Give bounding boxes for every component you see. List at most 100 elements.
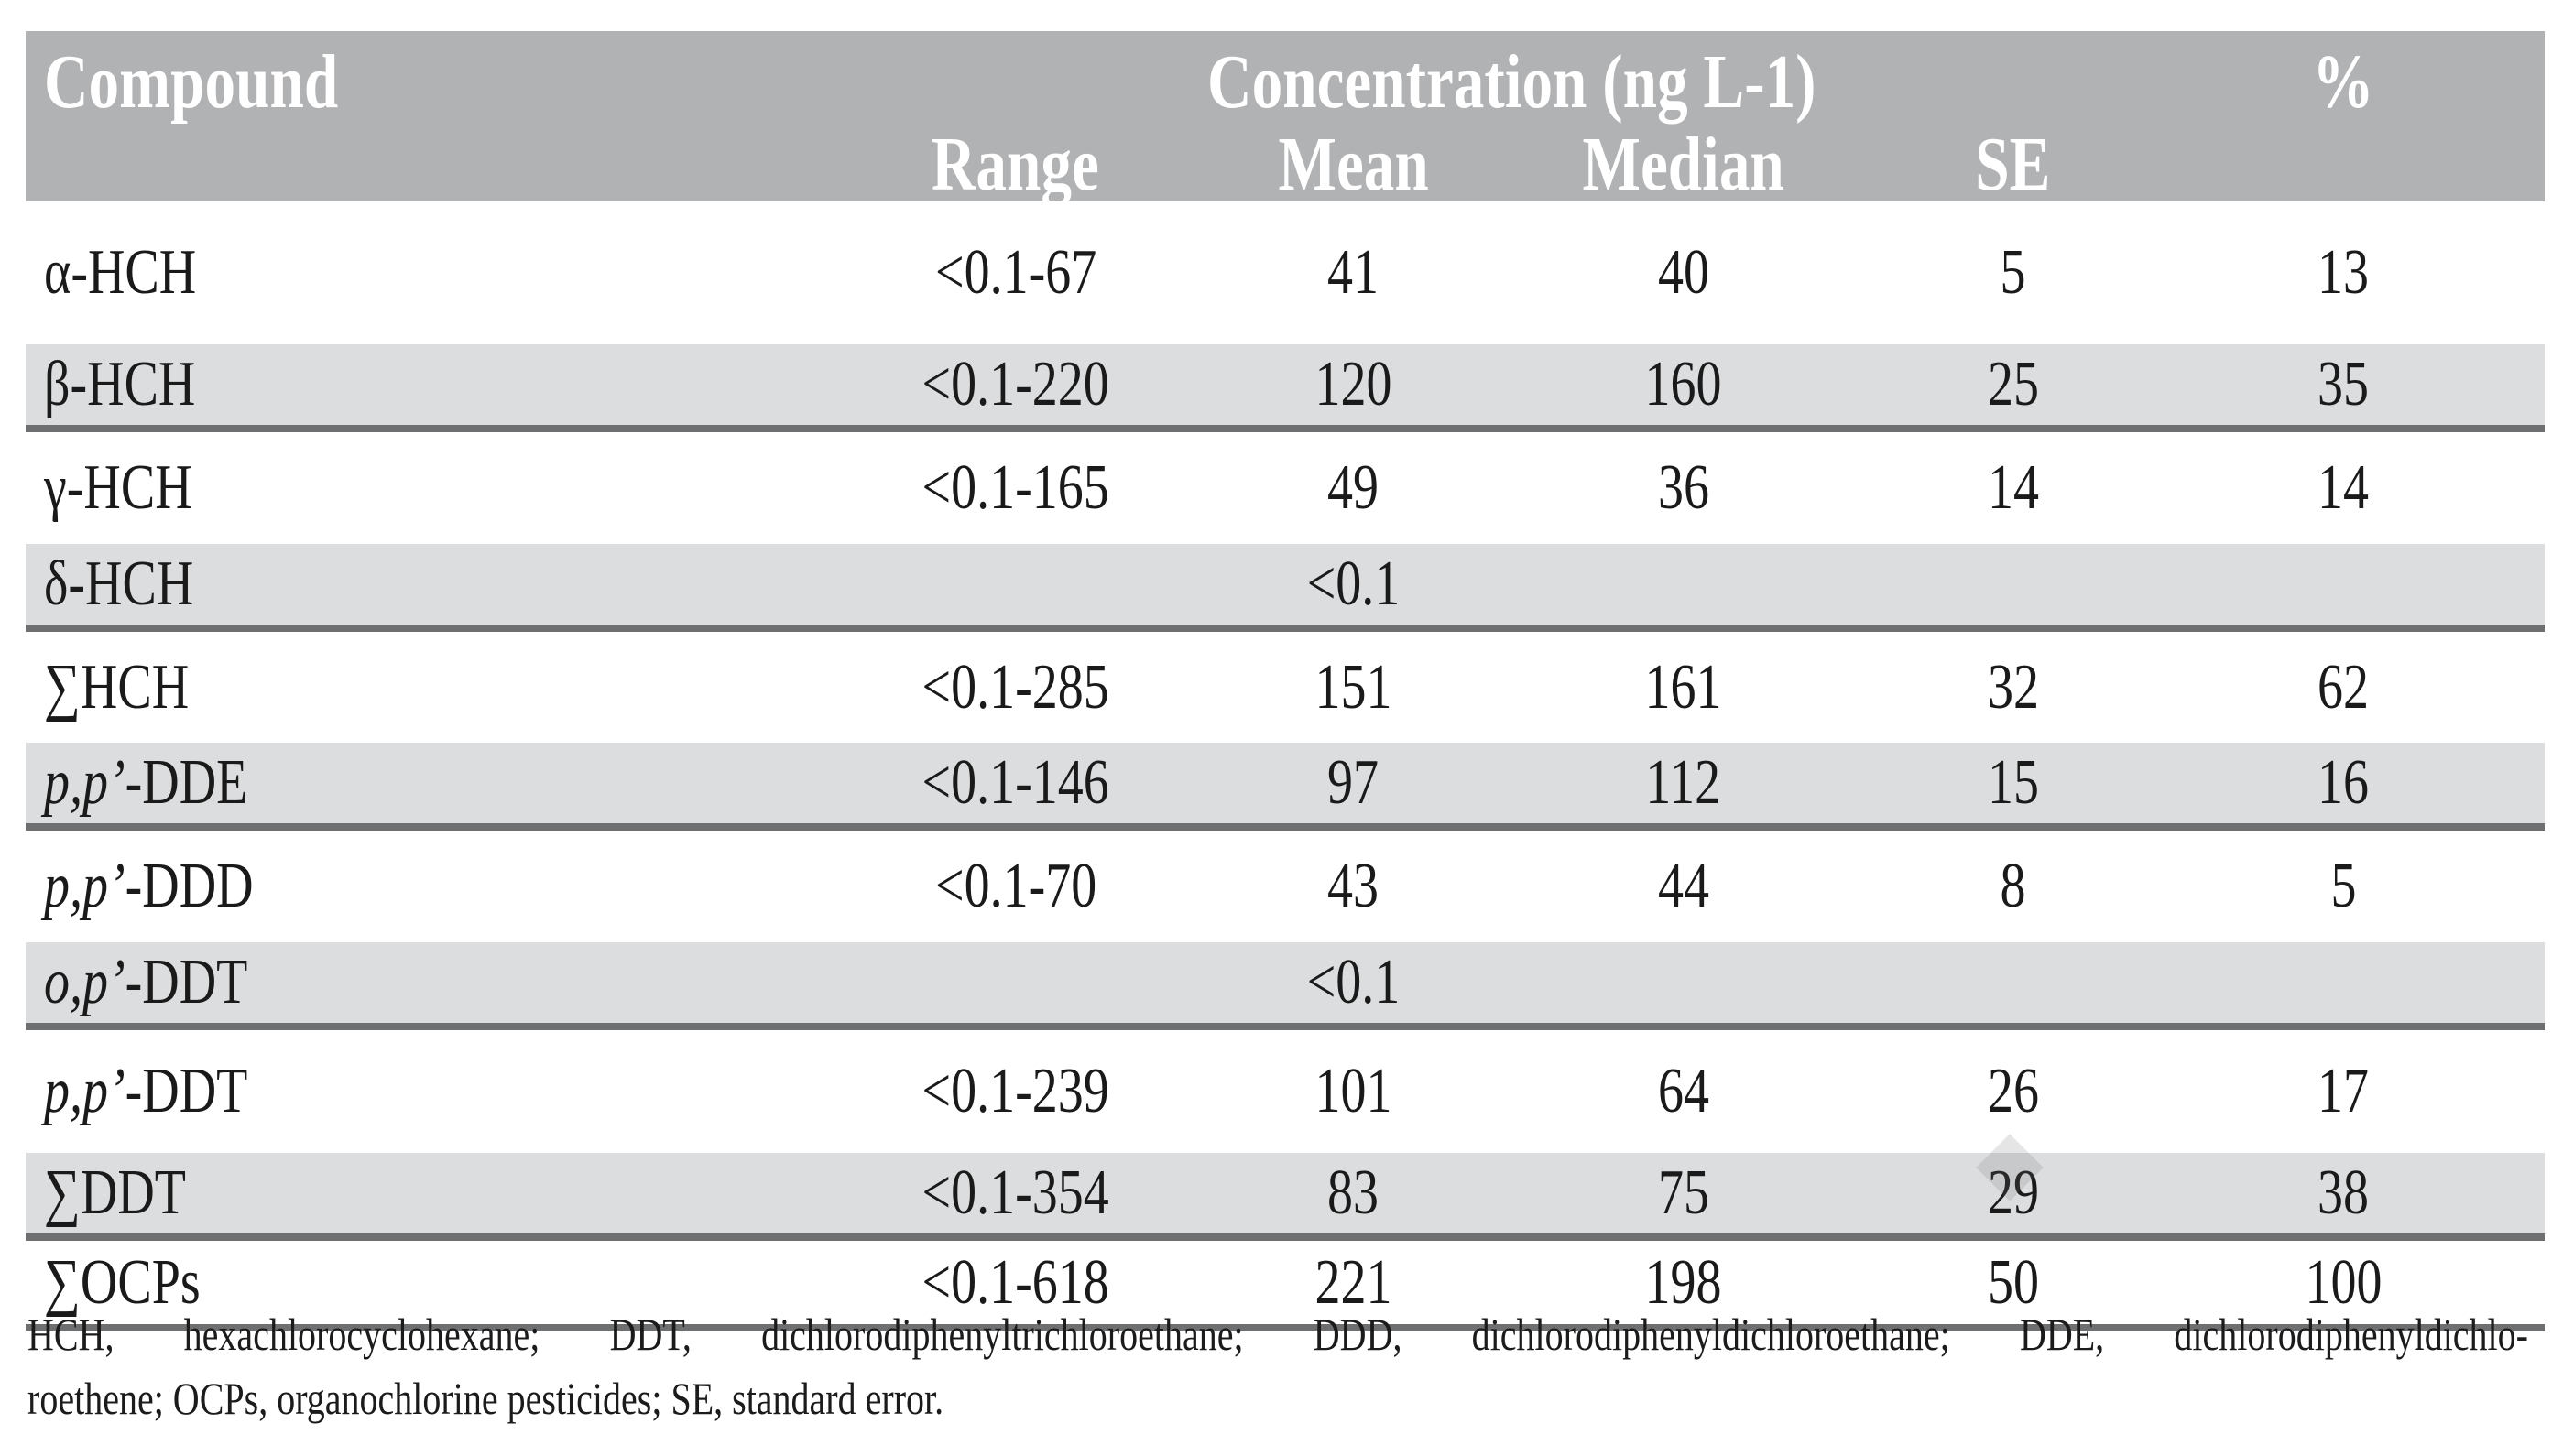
percent-cell [2179, 951, 2507, 1015]
compound-italic-part: o,p’ [44, 947, 125, 1017]
subheader-se-label: SE [1975, 122, 2051, 207]
compound-name-cell: o,p’-DDT [26, 951, 845, 1015]
compound-italic-part: p,p’ [44, 1056, 125, 1126]
header-concentration-group: Concentration (ng L-1) [845, 44, 2180, 121]
compound-name-cell: p,p’-DDT [26, 1059, 845, 1124]
percent-cell: 38 [2318, 1157, 2369, 1228]
range-cell: <0.1-618 [922, 1246, 1109, 1318]
se-cell: 25 [1987, 349, 2039, 419]
se-cell: 5 [2000, 237, 2026, 308]
percent-cell: 5 [2330, 851, 2356, 921]
compound-name-cell: γ-HCH [26, 456, 845, 520]
median-cell: 75 [1657, 1157, 1709, 1228]
compound-plain-part: ∑OCPs [44, 1246, 201, 1318]
se-cell: 32 [1987, 651, 2039, 723]
range-cell: <0.1-239 [922, 1056, 1109, 1126]
table-row: γ-HCH <0.1-165 49 36 14 14 [26, 432, 2545, 544]
table-row: p,p’-DDT <0.1-239 101 64 26 17 [26, 1030, 2545, 1153]
range-cell [845, 951, 1187, 1015]
compound-italic-part: p,p’ [44, 851, 125, 921]
range-cell: <0.1-165 [922, 452, 1109, 523]
mean-cell: 101 [1314, 1056, 1392, 1126]
table-header: Compound Concentration (ng L-1) % Range … [26, 31, 2545, 207]
median-cell: 36 [1657, 452, 1709, 523]
range-cell: <0.1-146 [922, 747, 1109, 818]
compound-plain-part: δ-HCH [44, 549, 194, 619]
footnote: HCH, hexachlorocyclohexane; DDT, dichlor… [27, 1302, 2528, 1430]
median-cell: 64 [1657, 1056, 1709, 1126]
compound-italic-part: p,p’ [44, 747, 125, 818]
range-cell: <0.1-67 [934, 237, 1096, 308]
table-row: α-HCH <0.1-67 41 40 5 13 [26, 201, 2545, 344]
median-cell: 160 [1644, 349, 1722, 419]
compound-name-cell: ∑DDT [26, 1161, 845, 1225]
table-row: ∑DDT <0.1-354 83 75 29 38 [26, 1153, 2545, 1241]
table-row: ∑OCPs <0.1-618 221 198 50 100 [26, 1241, 2545, 1331]
compound-name-cell: ∑OCPs [26, 1250, 845, 1315]
median-cell [1520, 951, 1848, 1015]
median-cell [1520, 552, 1848, 616]
subheader-median-label: Median [1582, 122, 1784, 207]
median-cell: 112 [1645, 747, 1721, 818]
compound-name-cell: p,p’-DDD [26, 854, 845, 918]
mean-cell: 41 [1327, 237, 1380, 308]
compound-name-cell: ∑HCH [26, 655, 845, 720]
mean-cell: 43 [1327, 851, 1380, 921]
mean-cell: 83 [1327, 1157, 1380, 1228]
table-row: p,p’-DDD <0.1-70 43 44 8 5 [26, 831, 2545, 942]
mean-cell: 221 [1314, 1246, 1392, 1318]
header-percent-label: % [2312, 39, 2374, 125]
header-row-1: Compound Concentration (ng L-1) % [26, 31, 2545, 126]
compound-plain-part: -DDT [125, 947, 248, 1017]
median-cell: 44 [1657, 851, 1709, 921]
mean-cell: 120 [1314, 349, 1392, 419]
percent-cell: 35 [2318, 349, 2369, 419]
percent-cell: 17 [2318, 1056, 2369, 1126]
compound-plain-part: ∑DDT [44, 1157, 187, 1228]
compound-name-cell: p,p’-DDE [26, 751, 845, 815]
header-compound-label: Compound [44, 39, 339, 125]
compound-plain-part: -DDE [125, 747, 248, 818]
percent-cell: 16 [2318, 747, 2369, 818]
compound-plain-part: β-HCH [44, 349, 196, 419]
se-cell: 8 [2000, 851, 2026, 921]
percent-cell: 14 [2318, 452, 2369, 523]
subheader-mean-label: Mean [1278, 122, 1429, 207]
se-cell: 14 [1987, 452, 2039, 523]
footnote-line-1: HCH, hexachlorocyclohexane; DDT, dichlor… [27, 1309, 2528, 1360]
table-body: α-HCH <0.1-67 41 40 5 13 β-HCH <0.1-220 … [26, 201, 2545, 1331]
table-row: o,p’-DDT <0.1 [26, 942, 2545, 1030]
header-row-2: Range Mean Median SE [26, 122, 2545, 207]
compound-plain-part: -DDD [125, 851, 254, 921]
mean-cell: <0.1 [1306, 947, 1401, 1017]
percent-cell: 100 [2305, 1246, 2382, 1318]
range-cell: <0.1-220 [922, 349, 1109, 419]
mean-cell: <0.1 [1306, 549, 1401, 619]
table-row: p,p’-DDE <0.1-146 97 112 15 16 [26, 743, 2545, 831]
compound-plain-part: -DDT [125, 1056, 248, 1126]
compound-plain-part: α-HCH [44, 237, 197, 308]
mean-cell: 49 [1327, 452, 1380, 523]
se-cell [1847, 552, 2179, 616]
compound-name-cell: α-HCH [26, 241, 845, 305]
header-compound: Compound [26, 44, 845, 121]
median-cell: 198 [1644, 1246, 1722, 1318]
subheader-mean: Mean [1187, 126, 1520, 203]
compound-plain-part: ∑HCH [44, 651, 190, 723]
range-cell: <0.1-354 [922, 1157, 1109, 1228]
subheader-range-label: Range [932, 122, 1100, 207]
compound-name-cell: δ-HCH [26, 552, 845, 616]
compound-name-cell: β-HCH [26, 353, 845, 417]
footnote-line-2: roethene; OCPs, organochlorine pesticide… [27, 1373, 944, 1424]
mean-cell: 151 [1314, 651, 1392, 723]
percent-cell: 13 [2318, 237, 2369, 308]
se-cell: 29 [1987, 1157, 2039, 1228]
percent-cell [2179, 552, 2507, 616]
table-row: ∑HCH <0.1-285 151 161 32 62 [26, 632, 2545, 743]
compound-plain-part: γ-HCH [44, 452, 192, 523]
header-percent: % [2179, 44, 2507, 121]
se-cell: 15 [1987, 747, 2039, 818]
median-cell: 161 [1644, 651, 1722, 723]
se-cell: 50 [1987, 1246, 2039, 1318]
